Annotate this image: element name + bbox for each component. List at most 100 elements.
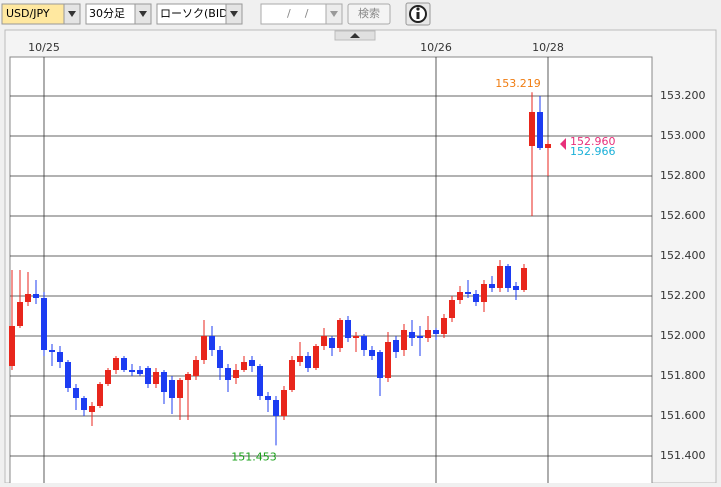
candle-body bbox=[505, 266, 511, 288]
candle-body bbox=[129, 370, 135, 372]
candle-body bbox=[145, 368, 151, 384]
candle-body bbox=[281, 390, 287, 416]
candle-body bbox=[25, 294, 31, 302]
candle-body bbox=[57, 352, 63, 362]
candle-body bbox=[529, 112, 535, 146]
x-tick-label: 10/25 bbox=[28, 41, 60, 54]
price-marker bbox=[560, 138, 566, 150]
candle-body bbox=[257, 366, 263, 396]
candle-body bbox=[73, 388, 79, 398]
candle-body bbox=[337, 320, 343, 348]
candle-body bbox=[97, 384, 103, 406]
candle-body bbox=[409, 332, 415, 338]
candle-body bbox=[305, 356, 311, 368]
price-label: 152.960 bbox=[570, 135, 616, 148]
search-button[interactable] bbox=[347, 3, 391, 25]
candle-body bbox=[113, 358, 119, 370]
candle-body bbox=[497, 266, 503, 288]
candle-body bbox=[401, 330, 407, 350]
candle-body bbox=[345, 320, 351, 338]
y-tick-label: 152.000 bbox=[660, 329, 706, 342]
candle-body bbox=[441, 318, 447, 334]
y-tick-label: 151.800 bbox=[660, 369, 706, 382]
candle-body bbox=[353, 336, 359, 338]
toolbar: USD/JPY 30分足 ローソク(BID) / / 検索 bbox=[1, 2, 431, 26]
dropdown-arrow bbox=[230, 11, 238, 17]
candle-body bbox=[49, 350, 55, 352]
dropdown-arrow bbox=[330, 11, 338, 17]
candle-body bbox=[473, 294, 479, 302]
candle-body bbox=[329, 338, 335, 348]
candle-body bbox=[225, 368, 231, 380]
y-tick-label: 152.400 bbox=[660, 249, 706, 262]
y-tick-label: 152.200 bbox=[660, 289, 706, 302]
candle-body bbox=[425, 330, 431, 338]
candle-body bbox=[217, 350, 223, 368]
candle-body bbox=[273, 400, 279, 416]
dropdown-arrow bbox=[139, 11, 147, 17]
candle-body bbox=[153, 372, 159, 384]
candle-body bbox=[449, 300, 455, 318]
candle-body bbox=[17, 302, 23, 326]
candle-body bbox=[489, 284, 495, 288]
candle-body bbox=[321, 336, 327, 346]
candle-body bbox=[537, 112, 543, 148]
chart-kind-text: ローソク(BID) bbox=[160, 7, 232, 20]
y-tick-label: 152.600 bbox=[660, 209, 706, 222]
y-tick-label: 151.600 bbox=[660, 409, 706, 422]
dropdown-arrow bbox=[68, 11, 76, 17]
y-tick-label: 151.400 bbox=[660, 449, 706, 462]
candle-body bbox=[289, 360, 295, 390]
y-tick-label: 153.200 bbox=[660, 89, 706, 102]
candle-body bbox=[121, 358, 127, 370]
candle-body bbox=[393, 340, 399, 352]
search-text: 検索 bbox=[358, 6, 380, 20]
candle-body bbox=[105, 370, 111, 384]
candle-body bbox=[89, 406, 95, 412]
candle-body bbox=[193, 360, 199, 376]
annotation: 151.453 bbox=[231, 450, 277, 463]
collapse-arrow bbox=[350, 33, 360, 38]
candle-body bbox=[161, 372, 167, 392]
candle-body bbox=[297, 356, 303, 362]
x-tick-label: 10/26 bbox=[420, 41, 452, 54]
candle-body bbox=[265, 396, 271, 400]
candle-body bbox=[169, 380, 175, 398]
candle-body bbox=[417, 336, 423, 338]
info-icon-bar bbox=[416, 12, 420, 19]
candle-body bbox=[377, 352, 383, 378]
plot: 151.400 151.600 151.800 152.000 152.200 152.4… bbox=[9, 41, 706, 483]
symbol-text: USD/JPY bbox=[6, 7, 50, 20]
candle-body bbox=[433, 330, 439, 334]
candle-body bbox=[81, 398, 87, 410]
candle-body bbox=[185, 374, 191, 380]
candle-body bbox=[137, 370, 143, 374]
candle-body bbox=[313, 346, 319, 368]
x-tick-label: 10/28 bbox=[532, 41, 564, 54]
candle-body bbox=[385, 342, 391, 378]
candle-body bbox=[457, 292, 463, 300]
candle-body bbox=[209, 336, 215, 350]
info-icon-dot bbox=[416, 7, 420, 11]
candle-body bbox=[177, 380, 183, 398]
price-label: 152.966 bbox=[570, 145, 616, 158]
candle-body bbox=[233, 370, 239, 378]
candle-body bbox=[521, 268, 527, 290]
candle-body bbox=[241, 362, 247, 370]
candle-body bbox=[201, 336, 207, 360]
date-text: / / bbox=[287, 7, 309, 20]
annotation: 153.219 bbox=[495, 77, 541, 90]
interval-text: 30分足 bbox=[89, 7, 125, 20]
candle-body bbox=[545, 144, 551, 148]
plot-area bbox=[9, 56, 653, 487]
candle-body bbox=[65, 362, 71, 388]
candle-body bbox=[41, 298, 47, 350]
y-tick-label: 152.800 bbox=[660, 169, 706, 182]
candle-body bbox=[465, 292, 471, 294]
candle-body bbox=[249, 360, 255, 366]
candle-body bbox=[33, 294, 39, 298]
candle-body bbox=[513, 286, 519, 290]
candle-body bbox=[9, 326, 15, 366]
